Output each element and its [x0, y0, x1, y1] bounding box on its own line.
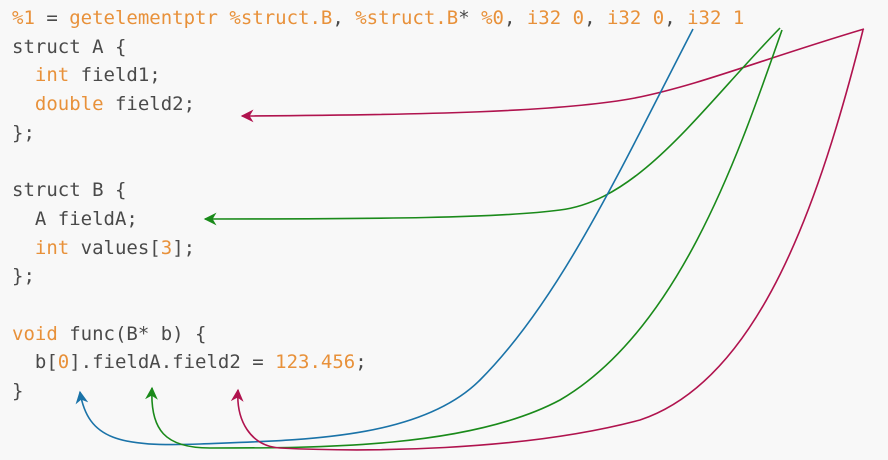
- code-token: [12, 93, 35, 115]
- code-line: [12, 291, 744, 320]
- code-keyword: void: [12, 322, 58, 345]
- code-token: b[: [12, 351, 58, 374]
- code-line: %1 = getelementptr %struct.B, %struct.B*…: [12, 4, 744, 33]
- code-token: [721, 7, 732, 29]
- code-token: [218, 7, 229, 29]
- code-line: A fieldA;: [12, 205, 744, 234]
- code-keyword: i32: [687, 7, 722, 29]
- code-line: [12, 147, 744, 176]
- code-token: A fieldA;: [12, 207, 138, 230]
- code-line: };: [12, 262, 744, 291]
- code-token: ,: [584, 7, 607, 29]
- code-keyword: i32: [526, 7, 562, 29]
- code-number: 1: [732, 7, 745, 29]
- code-token: struct A {: [12, 35, 127, 58]
- code-token: }: [12, 379, 24, 402]
- code-line: }: [12, 377, 744, 406]
- code-line: };: [12, 119, 744, 148]
- code-token: field1;: [69, 64, 161, 87]
- code-token: };: [12, 265, 35, 288]
- code-line: double field2;: [12, 90, 744, 119]
- code-token: func(B* b) {: [57, 322, 207, 345]
- code-token: ,: [503, 7, 527, 29]
- code-keyword: %1: [12, 7, 35, 29]
- code-keyword: int: [34, 64, 70, 87]
- code-token: };: [12, 121, 35, 144]
- code-line: b[0].fieldA.field2 = 123.456;: [12, 348, 744, 377]
- code-keyword: double: [34, 93, 104, 116]
- code-line: void func(B* b) {: [12, 320, 744, 349]
- code-token: ,: [332, 7, 356, 29]
- code-token: ;: [355, 351, 367, 374]
- code-keyword: %0: [481, 7, 504, 29]
- code-token: =: [34, 7, 70, 29]
- code-line: struct A {: [12, 33, 744, 62]
- code-keyword: %struct.B: [229, 7, 333, 29]
- code-keyword: i32: [606, 7, 642, 29]
- code-number: 123.456: [275, 351, 356, 374]
- code-token: [12, 237, 35, 259]
- code-number: 3: [160, 236, 173, 259]
- code-keyword: %struct.B: [355, 7, 459, 29]
- code-token: [561, 7, 572, 29]
- code-token: struct B {: [12, 179, 127, 202]
- code-number: 0: [572, 7, 585, 29]
- code-listing: %1 = getelementptr %struct.B, %struct.B*…: [12, 4, 744, 406]
- code-token: ,: [664, 7, 688, 29]
- code-token: field2;: [103, 93, 196, 116]
- code-token: [12, 64, 35, 86]
- code-keyword: int: [34, 236, 70, 259]
- code-token: values[: [69, 236, 161, 259]
- code-line: struct B {: [12, 176, 744, 205]
- code-keyword: getelementptr: [69, 7, 218, 29]
- code-number: 0: [57, 351, 70, 374]
- code-token: ].fieldA.field2 =: [69, 351, 276, 374]
- code-token: *: [458, 7, 482, 29]
- code-line: int values[3];: [12, 234, 744, 263]
- code-token: [641, 7, 652, 29]
- code-token: ];: [172, 236, 196, 259]
- code-number: 0: [652, 7, 665, 29]
- code-line: int field1;: [12, 61, 744, 90]
